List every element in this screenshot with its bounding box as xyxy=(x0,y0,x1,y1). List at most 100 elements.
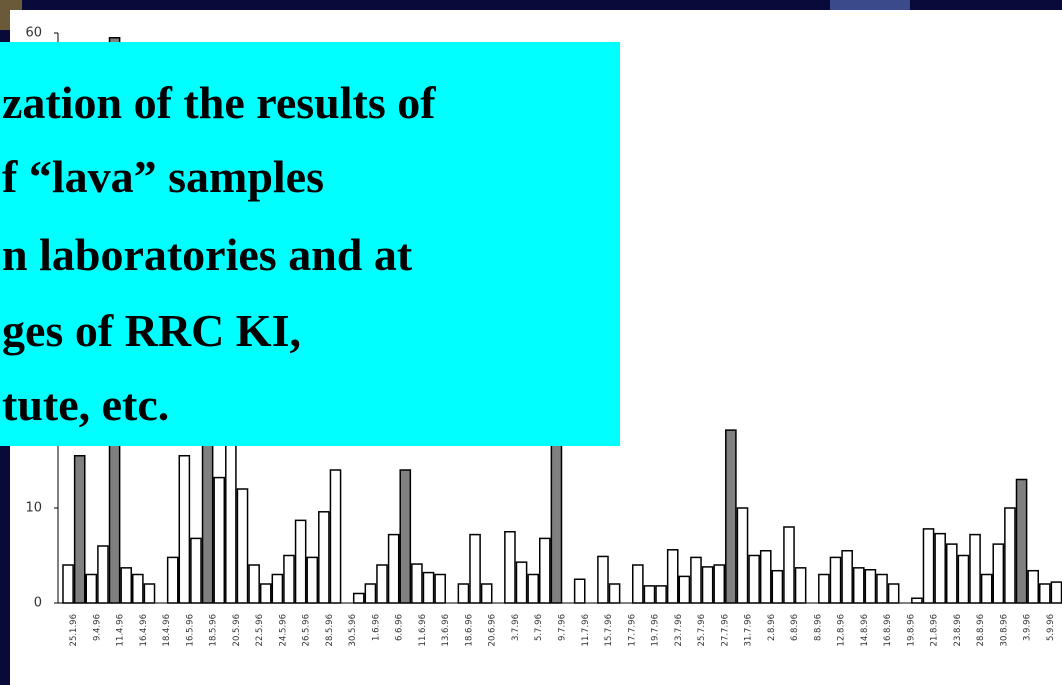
bar xyxy=(656,586,666,603)
x-tick-label: 17.7.96 xyxy=(627,614,637,646)
bar xyxy=(935,534,945,603)
bar xyxy=(633,565,643,603)
bar xyxy=(214,478,224,603)
bar xyxy=(505,532,515,603)
x-tick-label: 26.5.96 xyxy=(302,614,312,646)
bar xyxy=(784,527,794,603)
bar xyxy=(1016,480,1026,604)
bar xyxy=(796,568,806,603)
bar xyxy=(389,535,399,603)
bar xyxy=(993,544,1003,603)
bar xyxy=(86,575,96,604)
bar xyxy=(470,535,480,603)
x-tick-label: 16.4.96 xyxy=(139,614,149,646)
heading-line: n laboratories and at xyxy=(2,229,413,280)
x-tick-label: 20.6.96 xyxy=(488,614,498,646)
x-tick-label: 9.7.96 xyxy=(558,614,568,641)
bar xyxy=(354,594,364,604)
heading-line: f “lava” samples xyxy=(2,151,324,202)
bar xyxy=(191,538,201,603)
bar xyxy=(168,557,178,603)
x-tick-label: 18.4.96 xyxy=(162,614,172,646)
bar xyxy=(296,520,306,603)
x-tick-label: 1.6.96 xyxy=(371,614,381,641)
bar xyxy=(1040,584,1050,603)
bar xyxy=(249,565,259,603)
bar xyxy=(830,557,840,603)
bar xyxy=(761,551,771,603)
x-tick-label: 27.7.96 xyxy=(720,614,730,646)
x-tick-label: 19.7.96 xyxy=(651,614,661,646)
bar xyxy=(865,570,875,603)
x-tick-label: 3.9.96 xyxy=(1023,614,1033,641)
y-tick-label: 0 xyxy=(34,596,42,611)
x-tick-label: 13.6.96 xyxy=(441,614,451,646)
bar xyxy=(412,564,422,603)
bar xyxy=(1005,508,1015,603)
x-tick-label: 18.5.96 xyxy=(209,614,219,646)
bar xyxy=(133,575,143,604)
x-tick-label: 9.4.96 xyxy=(92,614,102,641)
x-tick-label: 11.4.96 xyxy=(116,614,126,646)
bar xyxy=(726,430,736,603)
bar xyxy=(714,565,724,603)
bar xyxy=(377,565,387,603)
x-tick-label: 23.7.96 xyxy=(674,614,684,646)
bar xyxy=(237,489,247,603)
bar xyxy=(144,584,154,603)
header-patch xyxy=(830,0,910,10)
bar xyxy=(703,567,713,603)
bar xyxy=(819,575,829,604)
bar xyxy=(179,456,189,603)
y-tick-label: 60 xyxy=(25,26,42,41)
x-tick-label: 19.8.96 xyxy=(906,614,916,646)
x-tick-label: 14.8.96 xyxy=(860,614,870,646)
bar xyxy=(691,557,701,603)
bar xyxy=(970,535,980,603)
x-tick-label: 23.8.96 xyxy=(953,614,963,646)
bar xyxy=(272,575,282,604)
bar xyxy=(307,557,317,603)
x-tick-label: 16.5.96 xyxy=(185,614,195,646)
bar xyxy=(1051,582,1061,603)
bar xyxy=(749,556,759,604)
bar xyxy=(458,584,468,603)
bar xyxy=(842,551,852,603)
bar xyxy=(400,470,410,603)
bar xyxy=(284,556,294,604)
bar xyxy=(1028,571,1038,603)
x-tick-label: 20.5.96 xyxy=(232,614,242,646)
x-tick-label: 8.8.96 xyxy=(813,614,823,641)
bar xyxy=(319,512,329,603)
x-tick-label: 21.8.96 xyxy=(930,614,940,646)
bar xyxy=(889,584,899,603)
x-tick-label: 28.5.96 xyxy=(325,614,335,646)
bar xyxy=(854,568,864,603)
x-tick-label: 16.8.96 xyxy=(883,614,893,646)
bar xyxy=(679,576,689,603)
bar xyxy=(772,571,782,603)
bar xyxy=(598,556,608,603)
x-tick-label: 11.6.96 xyxy=(418,614,428,646)
x-tick-label: 3.7.96 xyxy=(511,614,521,641)
x-tick-label: 22.5.96 xyxy=(255,614,265,646)
bar xyxy=(423,573,433,603)
y-tick-label: 10 xyxy=(25,501,42,516)
x-tick-label: 31.7.96 xyxy=(744,614,754,646)
x-tick-label: 18.6.96 xyxy=(464,614,474,646)
bar xyxy=(121,568,131,603)
bar xyxy=(982,575,992,604)
x-tick-label: 25.1.96 xyxy=(69,614,79,646)
x-tick-label: 25.7.96 xyxy=(697,614,707,646)
x-tick-label: 24.5.96 xyxy=(278,614,288,646)
bar xyxy=(365,584,375,603)
bar xyxy=(575,579,585,603)
bar xyxy=(482,584,492,603)
bar xyxy=(610,584,620,603)
bar xyxy=(958,556,968,604)
x-tick-label: 2.8.96 xyxy=(767,614,777,641)
bar xyxy=(516,562,526,603)
x-tick-label: 6.6.96 xyxy=(395,614,405,641)
bar xyxy=(947,544,957,603)
x-tick-label: 15.7.96 xyxy=(604,614,614,646)
